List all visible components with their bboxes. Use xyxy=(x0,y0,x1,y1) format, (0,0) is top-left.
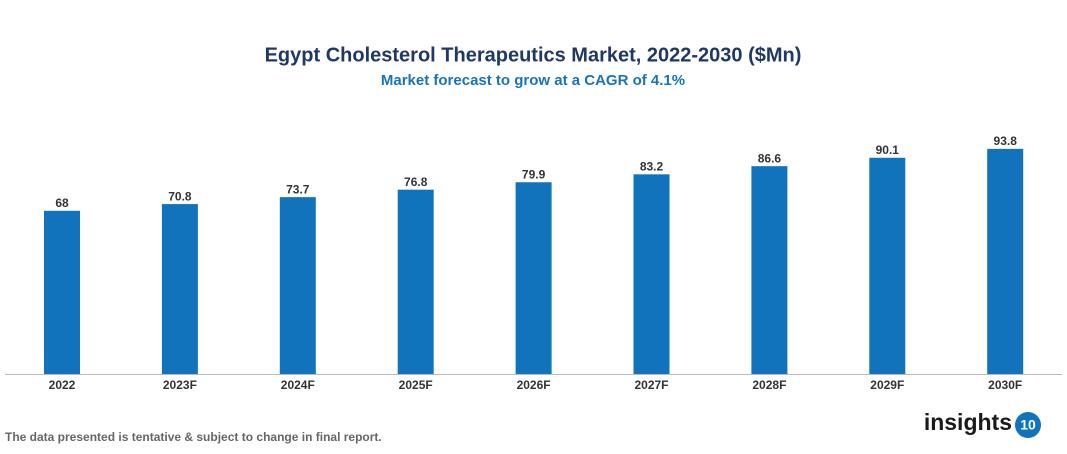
value-label: 79.9 xyxy=(522,167,546,181)
bar xyxy=(751,166,788,374)
value-label: 70.8 xyxy=(168,189,192,203)
x-tick-label: 2027F xyxy=(634,378,668,392)
bar xyxy=(279,197,316,374)
value-label: 86.6 xyxy=(758,151,782,165)
value-label: 68 xyxy=(55,196,69,210)
bar xyxy=(987,148,1024,374)
bar xyxy=(633,174,670,374)
logo-badge xyxy=(1015,412,1041,438)
bar xyxy=(161,204,198,374)
value-label: 83.2 xyxy=(640,159,664,173)
x-tick-label: 2025F xyxy=(399,378,433,392)
value-label: 90.1 xyxy=(876,143,900,157)
footnote: The data presented is tentative & subjec… xyxy=(5,430,382,444)
logo-text: insights xyxy=(924,409,1012,435)
x-tick-label: 2024F xyxy=(281,378,315,392)
bar xyxy=(869,157,906,374)
bar xyxy=(397,189,434,374)
x-tick-label: 2023F xyxy=(163,378,197,392)
logo-badge-text: 10 xyxy=(1020,417,1036,433)
x-tick-label: 2030F xyxy=(988,378,1022,392)
x-tick-label: 2029F xyxy=(870,378,904,392)
value-label: 76.8 xyxy=(404,175,428,189)
x-tick-label: 2022 xyxy=(49,378,76,392)
x-tick-label: 2028F xyxy=(752,378,786,392)
bar xyxy=(515,182,552,374)
chart-subtitle: Market forecast to grow at a CAGR of 4.1… xyxy=(381,72,685,89)
chart-title: Egypt Cholesterol Therapeutics Market, 2… xyxy=(265,44,802,66)
value-label: 93.8 xyxy=(994,134,1018,148)
x-tick-label: 2026F xyxy=(517,378,551,392)
value-label: 73.7 xyxy=(286,182,310,196)
bar xyxy=(44,210,80,374)
